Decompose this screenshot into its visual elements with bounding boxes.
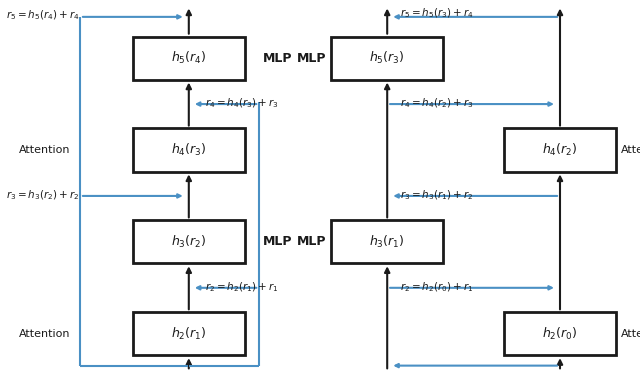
Text: $r_5 = h_5(r_3) + r_4$: $r_5 = h_5(r_3) + r_4$ (400, 6, 474, 20)
Text: Attention: Attention (621, 145, 640, 155)
Text: $h_4(r_3)$: $h_4(r_3)$ (171, 142, 207, 158)
Bar (332, 37, 443, 80)
Bar (332, 220, 443, 263)
Bar (133, 128, 244, 172)
Text: $h_2(r_0)$: $h_2(r_0)$ (542, 326, 578, 342)
Bar (133, 220, 244, 263)
Text: $r_3 = h_3(r_1) + r_2$: $r_3 = h_3(r_1) + r_2$ (400, 188, 474, 202)
Text: $h_5(r_4)$: $h_5(r_4)$ (171, 50, 207, 66)
Bar (133, 37, 244, 80)
Text: $h_5(r_3)$: $h_5(r_3)$ (369, 50, 405, 66)
Bar (504, 312, 616, 356)
Text: Attention: Attention (19, 329, 70, 339)
Text: Attention: Attention (621, 329, 640, 339)
Text: $r_4 = h_4(r_3) + r_3$: $r_4 = h_4(r_3) + r_3$ (205, 96, 278, 110)
Text: $r_5 = h_5(r_4) + r_4$: $r_5 = h_5(r_4) + r_4$ (6, 8, 80, 22)
Text: $h_3(r_2)$: $h_3(r_2)$ (171, 234, 207, 250)
Text: MLP: MLP (262, 52, 292, 64)
Text: MLP: MLP (297, 236, 326, 248)
Text: $h_2(r_1)$: $h_2(r_1)$ (171, 326, 207, 342)
Text: $h_4(r_2)$: $h_4(r_2)$ (542, 142, 578, 158)
Text: $r_2 = h_2(r_0) + r_1$: $r_2 = h_2(r_0) + r_1$ (400, 280, 474, 294)
Text: MLP: MLP (262, 236, 292, 248)
Bar (133, 312, 244, 356)
Text: $r_3 = h_3(r_2) + r_2$: $r_3 = h_3(r_2) + r_2$ (6, 188, 80, 202)
Text: $r_2 = h_2(r_1) + r_1$: $r_2 = h_2(r_1) + r_1$ (205, 280, 278, 294)
Text: MLP: MLP (297, 52, 326, 64)
Text: $r_4 = h_4(r_2) + r_3$: $r_4 = h_4(r_2) + r_3$ (400, 96, 474, 110)
Text: Attention: Attention (19, 145, 70, 155)
Text: $h_3(r_1)$: $h_3(r_1)$ (369, 234, 405, 250)
Bar (504, 128, 616, 172)
